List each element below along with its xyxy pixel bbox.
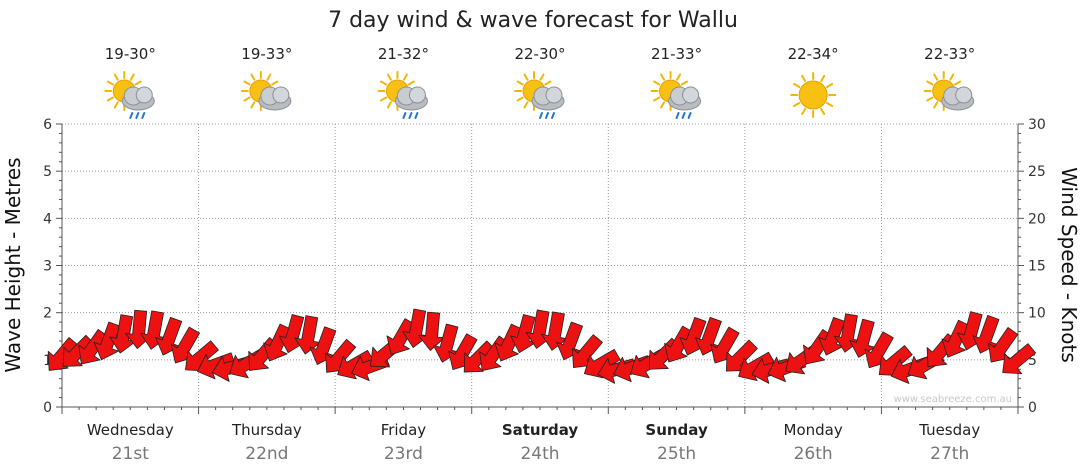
- wind-arrows: [47, 308, 1037, 384]
- y-left-tick-label: 4: [43, 211, 52, 227]
- y-left-tick-label: 3: [43, 259, 52, 275]
- wind-arrow: [463, 340, 496, 373]
- wind-arrow: [309, 326, 337, 365]
- day-temperature: 19-33°: [241, 45, 292, 63]
- wind-arrow: [386, 318, 416, 355]
- wind-arrow: [972, 315, 1000, 354]
- y-axis-right-label: Wind Speed - Knots: [1057, 167, 1080, 363]
- wind-arrow: [155, 316, 183, 356]
- wind-arrow: [109, 314, 136, 354]
- sun-cloud-rain-icon: [104, 71, 155, 119]
- y-right-tick-label: 30: [1028, 117, 1046, 133]
- wind-arrow: [418, 311, 445, 351]
- y-right-tick-label: 5: [1028, 353, 1037, 369]
- wind-arrow: [849, 318, 876, 358]
- y-left-tick-label: 1: [43, 353, 52, 369]
- y-left-tick-label: 0: [43, 400, 52, 416]
- day-date: 24th: [520, 444, 559, 464]
- day-date: 25th: [657, 444, 696, 464]
- day-date: 27th: [930, 444, 969, 464]
- wind-arrow: [294, 315, 321, 355]
- day-date: 26th: [794, 444, 833, 464]
- wind-arrow: [694, 316, 722, 356]
- day-name: Saturday: [502, 421, 579, 439]
- wind-arrow: [941, 319, 970, 358]
- y-left-tick-label: 5: [43, 164, 52, 180]
- sun-cloud-icon: [240, 71, 292, 111]
- y-axis-left-label: Wave Height - Metres: [1, 157, 25, 372]
- day-date: 21st: [112, 444, 149, 464]
- y-right-tick-label: 20: [1028, 211, 1046, 227]
- day-name: Monday: [784, 421, 843, 439]
- day-temperature: 22-30°: [514, 45, 565, 63]
- sun-icon: [790, 72, 837, 118]
- wind-arrow: [263, 323, 292, 362]
- day-name: Friday: [381, 421, 427, 439]
- day-temperature: 22-34°: [788, 45, 839, 63]
- y-right-tick-label: 0: [1028, 400, 1037, 416]
- wind-arrow: [62, 334, 95, 367]
- sun-cloud-rain-icon: [650, 71, 702, 119]
- watermark: www.seabreeze.com.au: [894, 394, 1012, 405]
- wind-arrow: [78, 329, 109, 365]
- wind-arrow: [93, 321, 121, 361]
- sun-cloud-icon: [923, 71, 975, 111]
- chart-title: 7 day wind & wave forecast for Wallu: [328, 8, 738, 33]
- sun-cloud-rain-icon: [377, 71, 428, 119]
- wind-arrow: [1002, 343, 1037, 375]
- day-date: 22nd: [245, 444, 288, 464]
- y-right-tick-label: 25: [1028, 164, 1046, 180]
- wind-arrow: [803, 329, 834, 365]
- day-labels: 19-30° Wednesday 21st 19-33° Thursday 22nd 21-…: [87, 45, 980, 464]
- day-name: Thursday: [231, 421, 302, 439]
- day-name: Wednesday: [87, 421, 174, 439]
- wind-arrow: [510, 314, 537, 354]
- weather-icons: [104, 71, 975, 119]
- day-name: Tuesday: [918, 421, 980, 439]
- wind-arrow: [818, 316, 846, 356]
- day-name: Sunday: [645, 421, 708, 439]
- sun-cloud-rain-icon: [514, 71, 565, 119]
- y-right-tick-label: 15: [1028, 259, 1046, 275]
- wind-arrow: [556, 321, 583, 361]
- day-temperature: 21-32°: [378, 45, 429, 63]
- wind-arrow: [541, 311, 568, 351]
- wind-arrow: [664, 325, 694, 363]
- y-left-tick-label: 2: [43, 306, 52, 322]
- wind-arrow: [494, 323, 523, 362]
- day-date: 23rd: [384, 444, 423, 464]
- day-temperature: 21-33°: [651, 45, 702, 63]
- day-temperature: 19-30°: [105, 45, 156, 63]
- y-right-tick-label: 10: [1028, 306, 1046, 322]
- day-temperature: 22-33°: [924, 45, 975, 63]
- y-left-tick-label: 6: [43, 117, 52, 133]
